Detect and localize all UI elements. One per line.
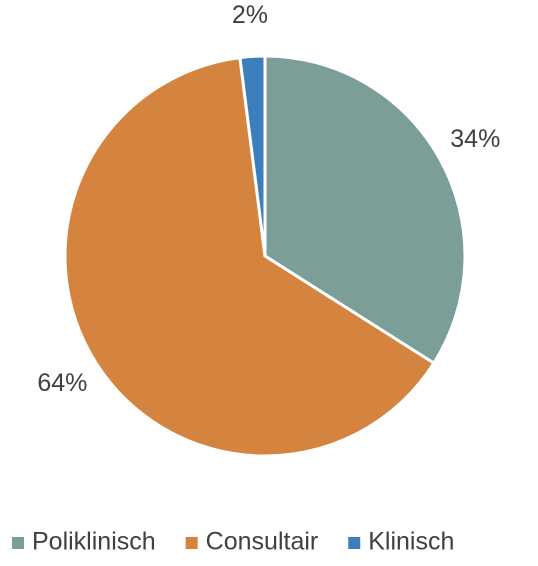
data-label: 2%	[232, 1, 268, 29]
legend-swatch	[12, 537, 24, 549]
data-label: 64%	[37, 369, 87, 397]
legend-label: Consultair	[206, 528, 319, 556]
data-label: 34%	[450, 125, 500, 153]
legend-swatch	[348, 537, 361, 549]
pie-slice	[63, 55, 436, 458]
legend-swatch	[185, 537, 198, 549]
legend-label: Klinisch	[368, 528, 454, 556]
legend-label: Poliklinisch	[32, 528, 156, 556]
pie-slice	[238, 54, 267, 257]
